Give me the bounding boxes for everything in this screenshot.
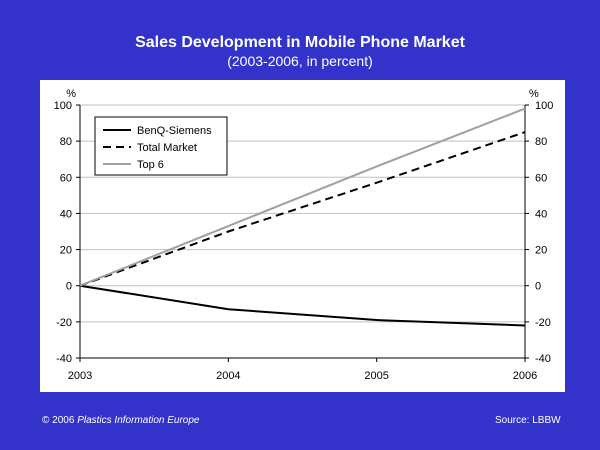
publisher-name: Plastics Information Europe: [77, 415, 200, 426]
legend-label: Total Market: [137, 142, 197, 154]
series-line: [79, 284, 526, 327]
series-line: [79, 107, 526, 287]
x-tick-label: 2004: [216, 370, 240, 382]
y-tick-label: 40: [60, 208, 72, 220]
copyright-text: © 2006: [42, 415, 75, 426]
x-tick-label: 2005: [364, 370, 388, 382]
y-tick-label: 20: [60, 245, 72, 257]
source-note: Source: LBBW: [495, 415, 561, 426]
y-tick-label: 100: [54, 100, 72, 112]
y-axis-label-right: %: [529, 88, 539, 100]
series-line: [79, 131, 526, 287]
axes: % %: [66, 88, 539, 359]
x-tick-label: 2006: [513, 370, 537, 382]
y-tick-label: 80: [535, 136, 547, 148]
y-tick-labels-left: -40 -20 0 20 40 60 80 100: [54, 100, 80, 365]
y-tick-label: 60: [535, 172, 547, 184]
line-chart: % % -40 -20 0 20 40 60 80 100 -40 -20 0 20 40 60 80 10…: [54, 88, 554, 382]
chart-title: Sales Development in Mobile Phone Market: [135, 34, 465, 51]
series-lines: [79, 107, 526, 327]
y-tick-label: -40: [56, 353, 72, 365]
legend-label: BenQ-Siemens: [137, 125, 212, 137]
x-tick-labels: 2003 2004 2005 2006: [68, 358, 537, 382]
y-tick-label: 40: [535, 208, 547, 220]
y-tick-labels-right: -40 -20 0 20 40 60 80 100: [525, 100, 553, 365]
x-tick-label: 2003: [68, 370, 92, 382]
y-tick-label: 60: [60, 172, 72, 184]
y-tick-label: -40: [535, 353, 551, 365]
y-tick-label: 80: [60, 136, 72, 148]
y-tick-label: 0: [535, 281, 541, 293]
y-axis-label-left: %: [66, 88, 76, 100]
copyright-note: © 2006 Plastics Information Europe: [42, 415, 199, 426]
y-tick-label: -20: [56, 317, 72, 329]
y-tick-label: 20: [535, 245, 547, 257]
chart-panel: % % -40 -20 0 20 40 60 80 100 -40 -20 0 20 40 60 80 10…: [40, 80, 565, 392]
chart-subtitle: (2003-2006, in percent): [227, 53, 373, 69]
y-tick-label: -20: [535, 317, 551, 329]
legend-box: [94, 116, 228, 176]
legend-label: Top 6: [137, 159, 164, 171]
y-tick-label: 0: [66, 281, 72, 293]
legend: BenQ-Siemens Total Market Top 6: [94, 116, 228, 176]
y-tick-label: 100: [535, 100, 553, 112]
